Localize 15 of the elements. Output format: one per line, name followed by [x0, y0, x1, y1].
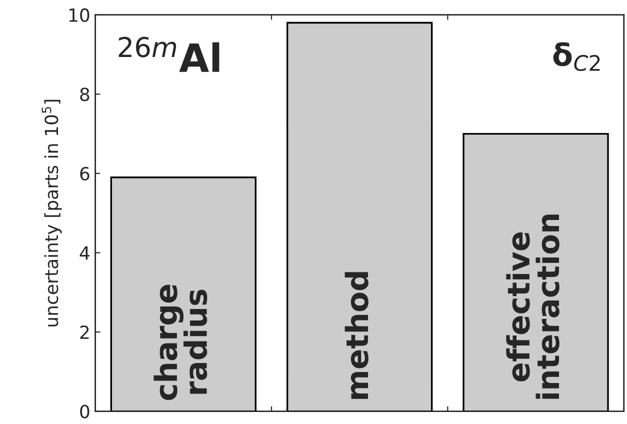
y-tick-label: 6: [80, 166, 90, 181]
y-axis-title: uncertainty [parts in 10$^{5}$]: [42, 100, 62, 326]
x-tick-label: method: [344, 272, 368, 399]
annotation: δ$_{C2}$: [553, 42, 600, 72]
bar: [462, 132, 609, 412]
y-tick-label: 4: [80, 246, 90, 260]
bar: [110, 176, 256, 412]
annotation: $^{26m}$Al: [118, 36, 220, 72]
x-tick-label: charge radius: [154, 284, 208, 400]
y-tick-label: 10: [69, 8, 90, 22]
y-tick-label: 0: [80, 404, 90, 418]
y-tick-label: 2: [80, 325, 89, 339]
bar: [286, 22, 433, 412]
x-tick-label: effective interaction: [506, 214, 560, 399]
y-tick-label: 8: [80, 88, 90, 102]
